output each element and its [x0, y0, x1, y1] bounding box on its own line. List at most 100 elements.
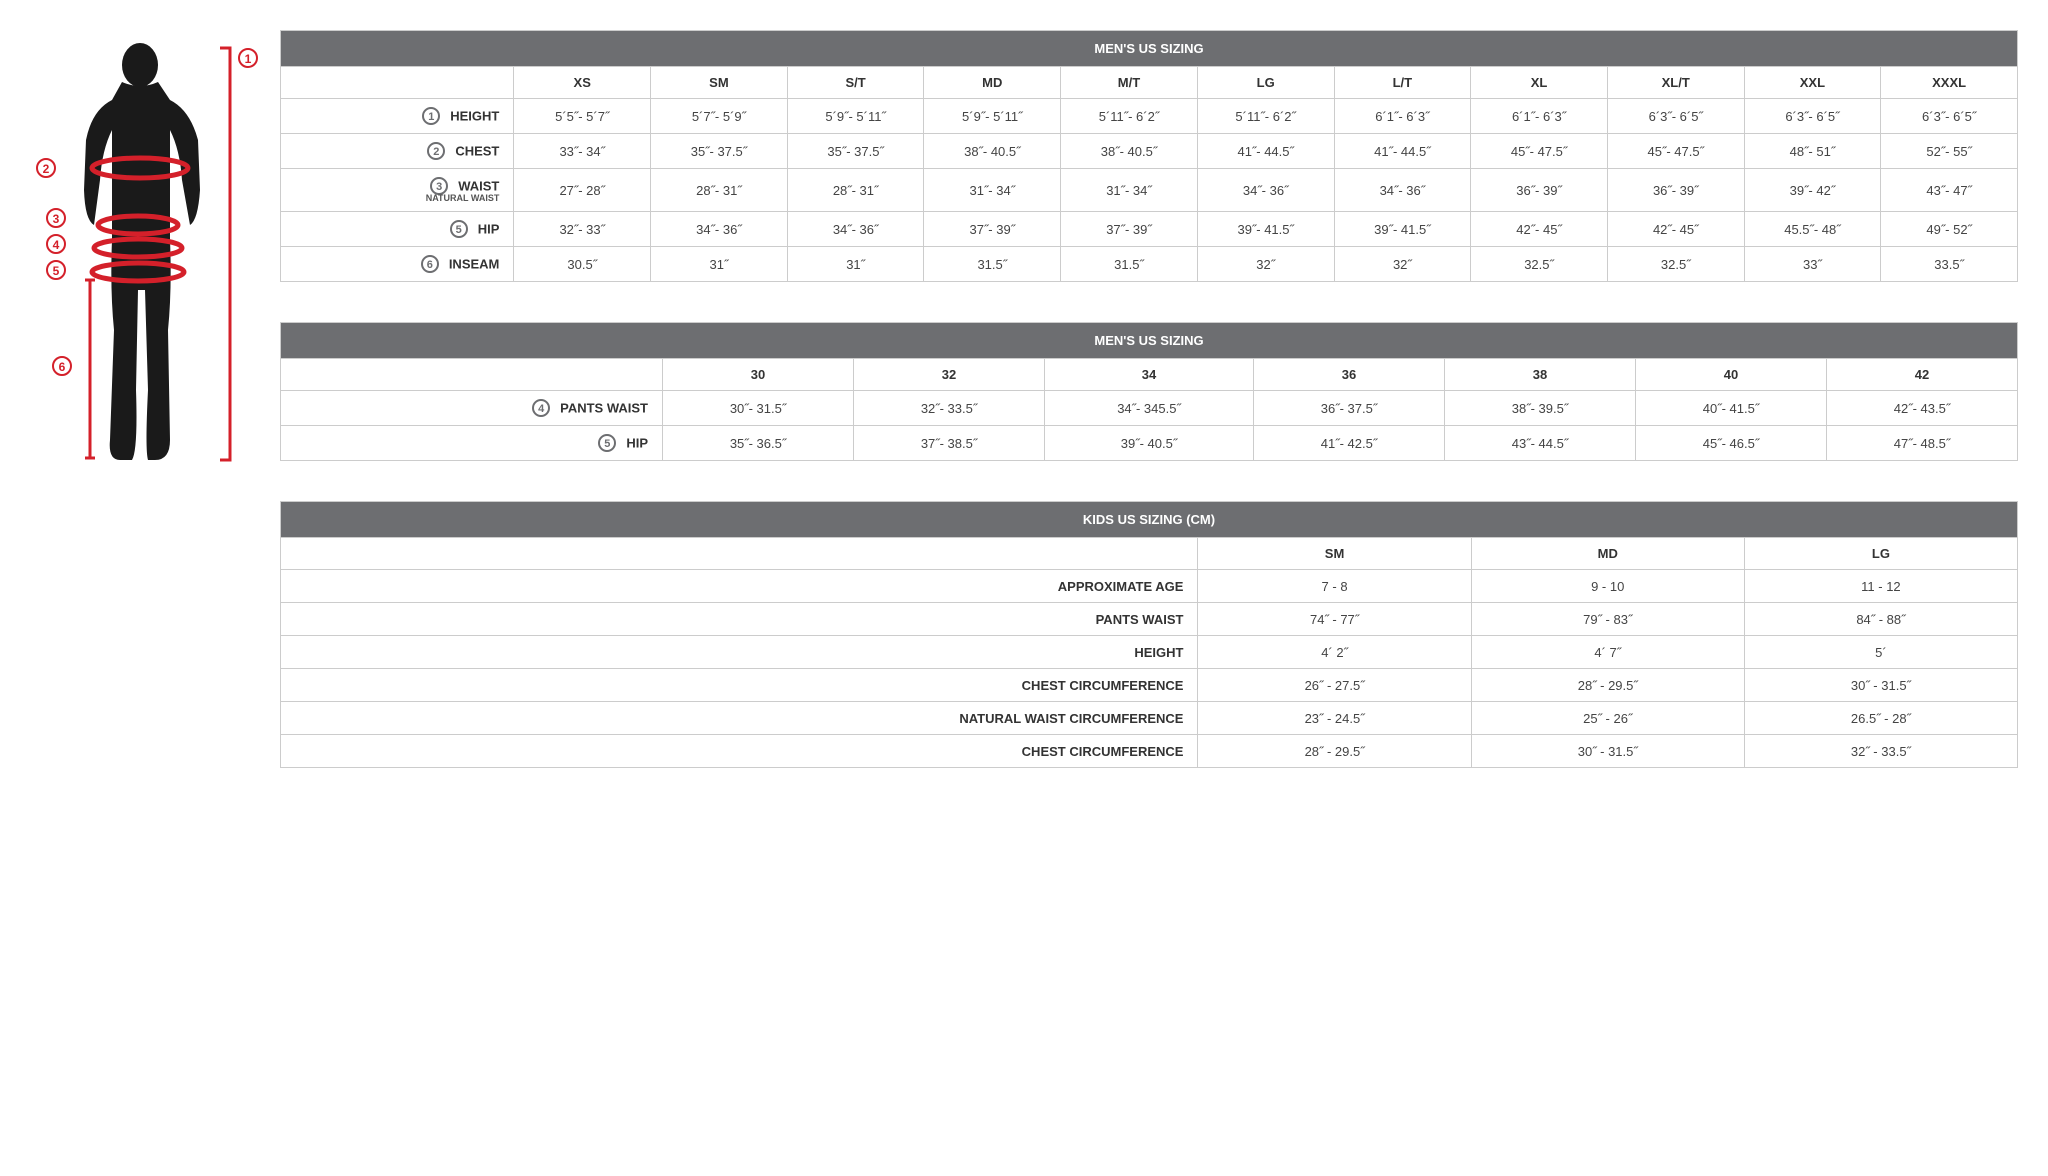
row-label-text: CHEST — [455, 144, 499, 159]
data-cell: 39˝- 41.5˝ — [1197, 212, 1334, 247]
table-row: HEIGHT4´ 2˝4´ 7˝5´ — [281, 636, 2018, 669]
row-label: 4PANTS WAIST — [281, 391, 663, 426]
data-cell: 42˝- 43.5˝ — [1826, 391, 2017, 426]
data-cell: 34˝- 36˝ — [787, 212, 924, 247]
data-cell: 30.5˝ — [514, 247, 651, 282]
data-cell: 27˝- 28˝ — [514, 169, 651, 212]
data-cell: 38˝- 40.5˝ — [1061, 134, 1198, 169]
mens-sizing-table-pants: MEN'S US SIZING303234363840424PANTS WAIS… — [280, 322, 2018, 461]
data-cell: 31˝- 34˝ — [1061, 169, 1198, 212]
data-cell: 35˝- 36.5˝ — [663, 426, 854, 461]
data-cell: 5´11˝- 6´2˝ — [1061, 99, 1198, 134]
data-cell: 7 - 8 — [1198, 570, 1471, 603]
data-cell: 33˝- 34˝ — [514, 134, 651, 169]
data-cell: 28˝- 31˝ — [651, 169, 788, 212]
data-cell: 31˝ — [651, 247, 788, 282]
table-row: 6INSEAM30.5˝31˝31˝31.5˝31.5˝32˝32˝32.5˝3… — [281, 247, 2018, 282]
data-cell: 32˝ — [1197, 247, 1334, 282]
measurement-badge-icon: 5 — [598, 434, 616, 452]
row-label-text: CHEST CIRCUMFERENCE — [1022, 744, 1184, 759]
data-cell: 28˝ - 29.5˝ — [1198, 735, 1471, 768]
column-header: XL/T — [1607, 67, 1744, 99]
data-cell: 26˝ - 27.5˝ — [1198, 669, 1471, 702]
column-header: LG — [1744, 538, 2017, 570]
data-cell: 30˝ - 31.5˝ — [1471, 735, 1744, 768]
data-cell: 30˝ - 31.5˝ — [1744, 669, 2017, 702]
figure-callout-5: 5 — [46, 260, 66, 280]
table-title: MEN'S US SIZING — [281, 31, 2018, 67]
row-label-subtext: NATURAL WAIST — [287, 193, 499, 203]
data-cell: 11 - 12 — [1744, 570, 2017, 603]
data-cell: 38˝- 39.5˝ — [1444, 391, 1635, 426]
data-cell: 79˝ - 83˝ — [1471, 603, 1744, 636]
column-header: XS — [514, 67, 651, 99]
data-cell: 42˝- 45˝ — [1607, 212, 1744, 247]
row-label-text: NATURAL WAIST CIRCUMFERENCE — [959, 711, 1183, 726]
table-row: 3WAISTNATURAL WAIST27˝- 28˝28˝- 31˝28˝- … — [281, 169, 2018, 212]
column-header: MD — [924, 67, 1061, 99]
table-row: 2CHEST33˝- 34˝35˝- 37.5˝35˝- 37.5˝38˝- 4… — [281, 134, 2018, 169]
table-title: MEN'S US SIZING — [281, 323, 2018, 359]
data-cell: 41˝- 44.5˝ — [1334, 134, 1471, 169]
row-label: 5 HIP — [281, 212, 514, 247]
column-header: XL — [1471, 67, 1608, 99]
row-label: HEIGHT — [281, 636, 1198, 669]
column-header: SM — [651, 67, 788, 99]
data-cell: 45.5˝- 48˝ — [1744, 212, 1881, 247]
measurement-badge-icon: 4 — [532, 399, 550, 417]
measurement-badge-icon: 5 — [450, 220, 468, 238]
data-cell: 33˝ — [1744, 247, 1881, 282]
table-row: 5HIP35˝- 36.5˝37˝- 38.5˝39˝- 40.5˝41˝- 4… — [281, 426, 2018, 461]
data-cell: 47˝- 48.5˝ — [1826, 426, 2017, 461]
column-header: LG — [1197, 67, 1334, 99]
data-cell: 32˝- 33˝ — [514, 212, 651, 247]
data-cell: 41˝- 44.5˝ — [1197, 134, 1334, 169]
data-cell: 42˝- 45˝ — [1471, 212, 1608, 247]
data-cell: 30˝- 31.5˝ — [663, 391, 854, 426]
data-cell: 6´3˝- 6´5˝ — [1881, 99, 2018, 134]
row-label-text: APPROXIMATE AGE — [1058, 579, 1184, 594]
data-cell: 31.5˝ — [924, 247, 1061, 282]
data-cell: 34˝- 36˝ — [1334, 169, 1471, 212]
data-cell: 43˝- 44.5˝ — [1444, 426, 1635, 461]
row-label-text: HEIGHT — [450, 109, 499, 124]
column-header: 34 — [1045, 359, 1254, 391]
table-corner-blank — [281, 359, 663, 391]
row-label: 5HIP — [281, 426, 663, 461]
data-cell: 45˝- 47.5˝ — [1471, 134, 1608, 169]
data-cell: 34˝- 36˝ — [651, 212, 788, 247]
column-header: 30 — [663, 359, 854, 391]
data-cell: 5´9˝- 5´11˝ — [787, 99, 924, 134]
row-label: CHEST CIRCUMFERENCE — [281, 735, 1198, 768]
row-label: 6INSEAM — [281, 247, 514, 282]
data-cell: 5´9˝- 5´11˝ — [924, 99, 1061, 134]
row-label: CHEST CIRCUMFERENCE — [281, 669, 1198, 702]
data-cell: 4´ 7˝ — [1471, 636, 1744, 669]
kids-sizing-table: KIDS US SIZING (CM)SMMDLGAPPROXIMATE AGE… — [280, 501, 2018, 768]
measurement-badge-icon: 2 — [427, 142, 445, 160]
row-label: PANTS WAIST — [281, 603, 1198, 636]
figure-callout-3: 3 — [46, 208, 66, 228]
column-header: SM — [1198, 538, 1471, 570]
data-cell: 39˝- 40.5˝ — [1045, 426, 1254, 461]
row-label-text: HIP — [478, 222, 500, 237]
data-cell: 31.5˝ — [1061, 247, 1198, 282]
measurement-badge-icon: 1 — [422, 107, 440, 125]
row-label: 2 CHEST — [281, 134, 514, 169]
data-cell: 48˝- 51˝ — [1744, 134, 1881, 169]
data-cell: 28˝- 31˝ — [787, 169, 924, 212]
figure-callout-1: 1 — [238, 48, 258, 68]
data-cell: 5´11˝- 6´2˝ — [1197, 99, 1334, 134]
column-header: 32 — [854, 359, 1045, 391]
tables-column: MEN'S US SIZINGXSSMS/TMDM/TLGL/TXLXL/TXX… — [280, 30, 2018, 768]
data-cell: 40˝- 41.5˝ — [1635, 391, 1826, 426]
column-header: 42 — [1826, 359, 2017, 391]
data-cell: 5´ — [1744, 636, 2017, 669]
data-cell: 31˝- 34˝ — [924, 169, 1061, 212]
data-cell: 32˝ — [1334, 247, 1471, 282]
data-cell: 35˝- 37.5˝ — [651, 134, 788, 169]
data-cell: 52˝- 55˝ — [1881, 134, 2018, 169]
table-row: NATURAL WAIST CIRCUMFERENCE23˝ - 24.5˝25… — [281, 702, 2018, 735]
data-cell: 6´3˝- 6´5˝ — [1744, 99, 1881, 134]
table-corner-blank — [281, 538, 1198, 570]
